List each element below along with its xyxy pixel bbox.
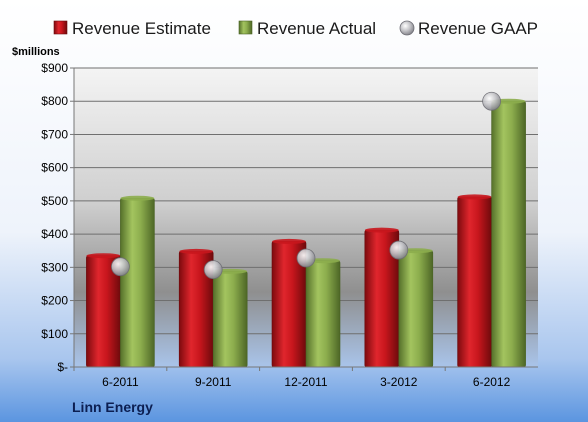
legend-label: Revenue Estimate xyxy=(72,19,211,38)
bar-top-cap xyxy=(86,253,121,259)
y-tick-label: $600 xyxy=(41,161,68,175)
bar-top-cap xyxy=(457,194,492,200)
legend-label: Revenue Actual xyxy=(257,19,376,38)
gaap-markers xyxy=(111,91,502,280)
legend-swatch-revenue-gaap xyxy=(399,20,415,36)
marker-revenue-gaap xyxy=(482,91,502,111)
y-tick-label: $700 xyxy=(41,127,68,141)
bar-revenue-actual xyxy=(398,250,434,368)
y-tick-label: $900 xyxy=(41,61,68,75)
legend-swatch-revenue-estimate xyxy=(53,20,68,35)
bars xyxy=(86,98,526,368)
bar-revenue-actual xyxy=(305,260,341,368)
y-axis-unit-label: $millions xyxy=(12,46,60,58)
x-axis-ticks: 6-2011 9-2011 12-2011 3-2012 6-2012 xyxy=(73,367,511,389)
bar-top-cap xyxy=(120,195,155,201)
y-axis-ticks: $- $100 $200 $300 $400 $500 $600 $700 $800 $900 xyxy=(41,61,74,374)
x-tick-label: 12-2011 xyxy=(284,375,327,389)
y-tick-label: $500 xyxy=(41,194,68,208)
company-label: Linn Energy xyxy=(72,399,153,415)
legend: Revenue Estimate Revenue Actual Revenue GA… xyxy=(53,19,538,38)
y-tick-label: $100 xyxy=(41,327,68,341)
bar-revenue-actual xyxy=(120,197,155,368)
y-tick-label: $200 xyxy=(41,294,68,308)
y-tick-label: $- xyxy=(57,360,68,374)
x-tick-label: 9-2011 xyxy=(195,375,232,389)
marker-revenue-gaap xyxy=(111,257,130,277)
marker-revenue-gaap xyxy=(389,240,409,260)
bar-revenue-actual xyxy=(212,271,248,368)
y-tick-label: $800 xyxy=(41,94,68,108)
marker-revenue-gaap xyxy=(203,260,223,280)
legend-label: Revenue GAAP xyxy=(418,19,538,38)
bar-top-cap xyxy=(272,238,306,244)
x-tick-label: 6-2012 xyxy=(473,375,511,389)
bar-top-cap xyxy=(179,248,214,254)
bar-revenue-estimate xyxy=(457,196,492,368)
y-tick-label: $400 xyxy=(41,227,68,241)
x-tick-label: 3-2012 xyxy=(380,375,418,389)
marker-revenue-gaap xyxy=(296,248,316,268)
bar-revenue-actual xyxy=(491,100,526,368)
bar-top-cap xyxy=(364,227,399,233)
legend-swatch-revenue-actual xyxy=(238,20,253,35)
y-tick-label: $300 xyxy=(41,260,68,274)
x-tick-label: 6-2011 xyxy=(102,375,139,389)
